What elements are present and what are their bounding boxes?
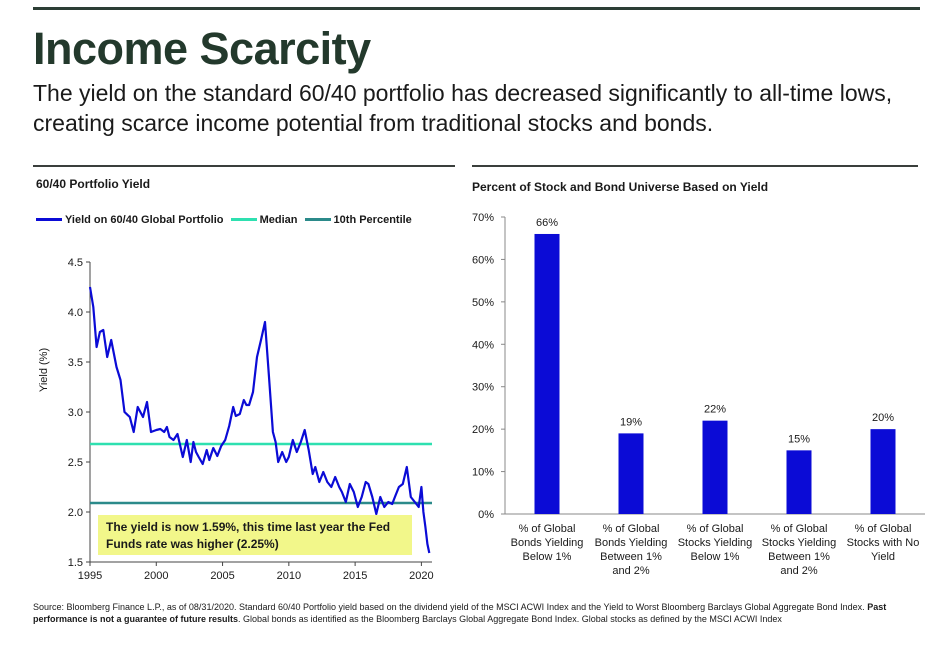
legend-swatch-median	[230, 218, 257, 221]
legend-swatch-yield	[36, 218, 62, 221]
bar-chart-bars: 66% 19% 22% 15% 20%	[534, 217, 896, 514]
footnote-text-2: . Global bonds as identified as the Bloo…	[238, 614, 782, 624]
source-footnote: Source: Bloomberg Finance L.P., as of 08…	[33, 601, 918, 625]
bar-value-label: 20%	[872, 412, 894, 424]
bar-category-label: % of Global	[687, 523, 744, 535]
legend-item-yield: Yield on 60/40 Global Portfolio	[36, 214, 224, 226]
x-tick-label: 2020	[409, 570, 433, 582]
line-chart-legend: Yield on 60/40 Global Portfolio Median 1…	[36, 212, 416, 226]
bar-category-label: Between 1%	[768, 551, 830, 563]
footnote-disclaimer: Past performance is not a guarantee of f…	[33, 602, 887, 624]
bar-value-label: 19%	[620, 416, 642, 428]
bar-chart-categories: % of Global Bonds Yielding Below 1% % of Gl…	[511, 523, 920, 577]
bar-category-label: % of Global	[603, 523, 660, 535]
legend-item-p10: 10th Percentile	[304, 213, 412, 226]
page-title: Income Scarcity	[33, 23, 371, 74]
bar-category-label: Between 1%	[600, 551, 662, 563]
bar-category-label: Yield	[871, 551, 895, 563]
line-chart-ylabel: Yield (%)	[38, 348, 50, 392]
y-tick-label: 1.5	[68, 557, 83, 569]
bar-category-label: Below 1%	[691, 551, 740, 563]
bar-y-tick-label: 40%	[472, 339, 494, 351]
bar-y-tick-label: 70%	[472, 212, 494, 224]
right-panel-title: Percent of Stock and Bond Universe Based…	[472, 180, 769, 194]
bar-category-label: % of Global	[771, 523, 828, 535]
bar-category-label: % of Global	[519, 523, 576, 535]
bar-category-label: Bonds Yielding	[595, 537, 668, 549]
x-tick-label: 2010	[277, 570, 301, 582]
line-chart-reference-lines	[90, 442, 432, 505]
top-rule	[33, 7, 920, 10]
bar-value-label: 15%	[788, 433, 810, 445]
legend-label-median: Median	[259, 213, 298, 226]
page-subtitle: The yield on the standard 60/40 portfoli…	[33, 80, 893, 136]
legend-item-median: Median	[230, 213, 298, 226]
bar-y-tick-label: 20%	[472, 424, 494, 436]
bar-category-label: % of Global	[855, 523, 912, 535]
bar-category-label: Bonds Yielding	[511, 537, 584, 549]
yield-series-line	[88, 286, 431, 554]
yield-callout: The yield is now 1.59%, this time last y…	[98, 515, 412, 555]
left-panel-rule	[33, 165, 455, 167]
bar-y-tick-label: 0%	[478, 509, 494, 521]
footnote-text-1: Source: Bloomberg Finance L.P., as of 08…	[33, 602, 868, 612]
y-tick-label: 4.0	[68, 307, 83, 319]
line-chart-axes: 1.5 2.0 2.5 3.0 3.5 4.0 4.5 1995 2000 2005 2010 201…	[68, 257, 434, 582]
bar-category-label: Stocks Yielding	[762, 537, 837, 549]
bar-category-label: and 2%	[780, 565, 818, 577]
bar-category-label: Stocks with No	[847, 537, 920, 549]
bar	[534, 233, 560, 514]
y-tick-label: 2.5	[68, 457, 83, 469]
bar-y-tick-label: 30%	[472, 382, 494, 394]
y-tick-label: 3.5	[68, 357, 83, 369]
legend-label-p10: 10th Percentile	[333, 213, 412, 226]
bar	[618, 433, 644, 514]
bar-category-label: and 2%	[612, 565, 650, 577]
bar	[786, 450, 812, 514]
y-tick-label: 4.5	[68, 257, 83, 269]
bar	[870, 429, 896, 514]
x-tick-label: 2005	[210, 570, 234, 582]
bar-category-label: Below 1%	[523, 551, 572, 563]
x-tick-label: 2015	[343, 570, 367, 582]
y-tick-label: 3.0	[68, 407, 83, 419]
line-chart: 1.5 2.0 2.5 3.0 3.5 4.0 4.5 1995 2000 2005 2010 201…	[38, 257, 434, 582]
bar-y-tick-label: 10%	[472, 467, 494, 479]
bar-y-tick-label: 60%	[472, 254, 494, 266]
legend-swatch-p10	[304, 218, 331, 221]
left-panel-title: 60/40 Portfolio Yield	[36, 177, 151, 191]
right-panel-rule	[472, 165, 918, 167]
bar	[702, 420, 728, 514]
bar-category-label: Stocks Yielding	[678, 537, 753, 549]
bar-value-label: 66%	[536, 217, 558, 229]
x-tick-label: 1995	[78, 570, 102, 582]
line-chart-series	[88, 286, 431, 554]
bar-value-label: 22%	[704, 404, 726, 416]
y-tick-label: 2.0	[68, 507, 83, 519]
legend-label-yield: Yield on 60/40 Global Portfolio	[65, 213, 224, 226]
bar-y-tick-label: 50%	[472, 297, 494, 309]
x-tick-label: 2000	[144, 570, 168, 582]
bar-chart: 0%10%20%30%40%50%60%70% 66%19%22%15%20% …	[472, 212, 925, 577]
